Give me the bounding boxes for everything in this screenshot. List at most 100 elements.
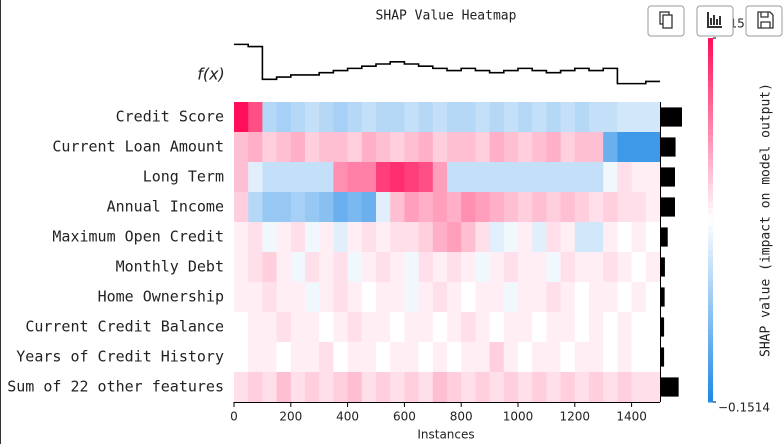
heatmap-cell [361, 162, 377, 193]
heatmap-cell [376, 132, 391, 163]
heatmap-cell [560, 192, 576, 223]
heatmap-cell [305, 222, 320, 253]
heatmap-cell [432, 162, 448, 193]
colorbar-segment [708, 268, 713, 276]
heatmap-cell [447, 282, 462, 313]
heatmap-cell [645, 222, 661, 253]
heatmap-cell [276, 192, 292, 223]
heatmap-cell [319, 222, 334, 253]
heatmap-cell [603, 192, 618, 223]
heatmap-cell [319, 162, 334, 193]
heatmap-cell [276, 372, 292, 403]
heatmap-cell [262, 132, 277, 163]
heatmap-cell [461, 342, 476, 373]
heatmap-cell [404, 192, 419, 223]
heatmap-cell [432, 282, 448, 313]
colorbar-segment [708, 129, 713, 136]
colorbar-segment [708, 371, 713, 379]
heatmap-cell [631, 372, 647, 403]
heatmap-cell [603, 222, 618, 253]
heatmap-cell [418, 132, 434, 163]
heatmap-cell [361, 222, 377, 253]
x-tick-label: 400 [336, 410, 359, 424]
x-tick-label: 1000 [503, 410, 534, 424]
heatmap-cell [589, 222, 604, 253]
heatmap-cell [489, 222, 505, 253]
colorbar-segment [708, 226, 713, 233]
heatmap-cell [319, 342, 334, 373]
colorbar-segment [708, 195, 713, 203]
chart-title: SHAP Value Heatmap [376, 9, 517, 24]
colorbar-segment [708, 189, 713, 197]
toolbar [647, 5, 783, 37]
heatmap-cell [589, 132, 604, 163]
colorbar-segment [708, 335, 713, 342]
heatmap-cell [333, 102, 348, 133]
heatmap-cell [617, 192, 632, 223]
heatmap-cell [546, 372, 561, 403]
heatmap-cell [276, 312, 292, 343]
heatmap-cell [376, 252, 391, 283]
heatmap-cell [234, 312, 249, 343]
heatmap-cell [532, 132, 547, 163]
colorbar-segment [708, 135, 713, 142]
colorbar-segment [708, 323, 713, 330]
heatmap-cell [532, 102, 547, 133]
heatmap-cell [404, 282, 419, 313]
heatmap-cell [404, 312, 419, 343]
heatmap-cell [645, 372, 661, 403]
heatmap-cell [546, 252, 561, 283]
heatmap-cell [532, 372, 547, 403]
save-button[interactable] [745, 5, 783, 37]
heatmap-cell [276, 342, 292, 373]
heatmap-cell [262, 192, 277, 223]
heatmap-cell [631, 222, 647, 253]
heatmap-cell [404, 132, 419, 163]
heatmap-cell [447, 372, 462, 403]
x-tick-label: 800 [450, 410, 473, 424]
heatmap-cell [404, 342, 419, 373]
heatmap-cell [589, 252, 604, 283]
heatmap-cell [248, 312, 263, 343]
heatmap-cell [290, 222, 306, 253]
colorbar-segment [708, 44, 713, 51]
heatmap-cell [333, 252, 348, 283]
colorbar-label: SHAP value (impact on model output) [759, 83, 774, 357]
colorbar-segment [708, 147, 713, 154]
heatmap-cell [617, 222, 632, 253]
colorbar-segment [708, 110, 713, 118]
heatmap-cell [333, 162, 348, 193]
heatmap-cell [418, 162, 434, 193]
heatmap-cell [461, 102, 476, 133]
heatmap-cell [376, 282, 391, 313]
heatmap-cell [603, 252, 618, 283]
heatmap-cell [532, 342, 547, 373]
heatmap-cell [432, 372, 448, 403]
heatmap-cell [390, 222, 405, 253]
heatmap-cell [603, 342, 618, 373]
heatmap-cell [262, 282, 277, 313]
heatmap-cell [546, 222, 561, 253]
heatmap-cell [546, 312, 561, 343]
feature-label: Current Credit Balance [25, 318, 224, 336]
heatmap-cell [347, 102, 363, 133]
colorbar-segment [708, 177, 713, 185]
heatmap-cell [276, 102, 292, 133]
heatmap-cell [631, 132, 647, 163]
heatmap-cell [347, 162, 363, 193]
heatmap-cell [461, 312, 476, 343]
colorbar-segment [708, 98, 713, 106]
heatmap-cell [489, 252, 505, 283]
colorbar-segment [708, 165, 713, 172]
heatmap-cell [518, 372, 533, 403]
save-icon [757, 11, 774, 29]
heatmap-cell [645, 252, 661, 283]
heatmap-cell [574, 102, 590, 133]
heatmap-cell [546, 342, 561, 373]
colorbar-segment [708, 298, 713, 306]
heatmap-cell [461, 252, 476, 283]
heatmap-cell [234, 342, 249, 373]
colorbar-segment [708, 395, 713, 403]
heatmap-cell [447, 342, 462, 373]
